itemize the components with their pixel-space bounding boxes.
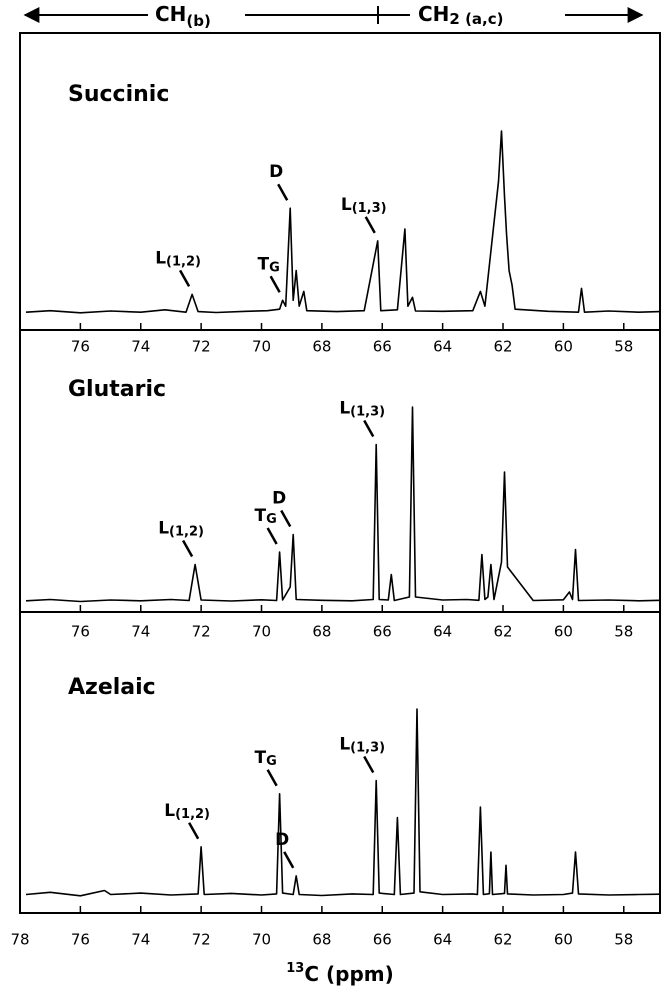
x-axis-label: 13C (ppm)	[286, 961, 394, 986]
x-tick-label: 68	[312, 338, 331, 356]
x-tick-label: 74	[131, 623, 150, 641]
annotation-label: L	[339, 735, 350, 755]
annotation-sub: (1,2)	[169, 524, 204, 539]
annotation: L(1,3)	[341, 195, 387, 216]
x-tick-label: 74	[131, 338, 150, 356]
x-tick-label: 66	[373, 338, 392, 356]
header-right-text: CH	[418, 2, 449, 26]
annotation-label: L	[341, 195, 352, 215]
spectrum	[25, 130, 661, 314]
x-tick-label: 70	[252, 623, 271, 641]
annotation-pointer	[266, 527, 278, 545]
x-tick-label: 70	[252, 338, 271, 356]
x-tick-label: 66	[373, 931, 392, 949]
x-tick-label: 64	[433, 931, 452, 949]
header-right: CH2 (a,c)	[418, 2, 504, 28]
annotation-sub: G	[266, 512, 277, 527]
x-tick-label: 76	[71, 931, 90, 949]
annotation: L(1,3)	[339, 399, 385, 420]
annotation-sub: G	[269, 260, 280, 275]
x-tick-label: 62	[493, 623, 512, 641]
annotation: TG	[258, 254, 280, 275]
x-tick-label: 68	[312, 623, 331, 641]
annotation-pointer	[277, 183, 289, 201]
x-tick-label: 72	[192, 623, 211, 641]
annotation: L(1,2)	[158, 519, 204, 540]
x-tick-label: 62	[493, 338, 512, 356]
x-tick-label: 58	[614, 931, 633, 949]
x-tick-label: 60	[554, 931, 573, 949]
frame	[19, 32, 661, 914]
annotation: L(1,3)	[339, 735, 385, 756]
x-tick-label: 74	[131, 931, 150, 949]
x-tick-label: 70	[252, 931, 271, 949]
annotation-pointer	[283, 851, 295, 869]
x-tick-label: 64	[433, 338, 452, 356]
annotation-label: T	[258, 254, 270, 274]
annotation-pointer	[280, 509, 292, 528]
annotation-pointer	[363, 419, 375, 438]
annotation-label: L	[155, 248, 166, 268]
x-tick-label: 76	[71, 338, 90, 356]
annotation: TG	[254, 506, 276, 527]
annotation: D	[269, 162, 283, 182]
annotation-sub: (1,2)	[166, 254, 201, 269]
annotation-label: L	[339, 399, 350, 419]
x-tick-label: 62	[493, 931, 512, 949]
header-left-sub: (b)	[186, 12, 210, 30]
annotation-sub: (1,3)	[350, 740, 385, 755]
annotation-pointer	[266, 769, 278, 787]
spectrum	[25, 406, 661, 603]
header-right-sub: 2 (a,c)	[449, 10, 503, 28]
panel-title: Succinic	[68, 82, 169, 107]
header-left: CH(b)	[155, 2, 211, 30]
x-tick-label: 72	[192, 931, 211, 949]
panel-title: Glutaric	[68, 377, 166, 402]
x-tick-label: 60	[554, 623, 573, 641]
x-axis-label-sup: 13	[286, 961, 304, 976]
annotation-pointer	[363, 755, 375, 774]
annotation-sub: (1,3)	[350, 404, 385, 419]
x-tick-label: 58	[614, 338, 633, 356]
x-tick-label: 60	[554, 338, 573, 356]
annotation-sub: (1,2)	[175, 806, 210, 821]
x-tick-label: 72	[192, 338, 211, 356]
annotation-pointer	[364, 216, 376, 234]
spectrum	[25, 708, 661, 897]
annotation-label: D	[269, 162, 283, 182]
annotation-sub: (1,3)	[352, 200, 387, 215]
panel-title: Azelaic	[68, 675, 156, 700]
annotation: L(1,2)	[155, 248, 201, 269]
annotation-label: D	[272, 489, 286, 509]
annotation: L(1,2)	[164, 801, 210, 822]
x-axis-label-text: C (ppm)	[304, 962, 393, 986]
annotation-label: L	[164, 801, 175, 821]
annotation: D	[272, 489, 286, 509]
header-left-text: CH	[155, 2, 186, 26]
x-tick-label: 64	[433, 623, 452, 641]
x-tick-label: 68	[312, 931, 331, 949]
annotation-pointer	[182, 539, 194, 558]
annotation-label: D	[275, 830, 289, 850]
annotation-pointer	[178, 269, 191, 287]
x-tick-label: 66	[373, 623, 392, 641]
x-tick-label: 58	[614, 623, 633, 641]
annotation-label: T	[254, 506, 266, 526]
annotation-label: L	[158, 519, 169, 539]
annotation: D	[275, 830, 289, 850]
annotation-pointer	[269, 275, 281, 293]
x-tick-label: 76	[71, 623, 90, 641]
annotation-label: T	[254, 748, 266, 768]
annotation-pointer	[188, 822, 200, 840]
annotation: TG	[254, 748, 276, 769]
x-tick-label: 78	[10, 931, 29, 949]
annotation-sub: G	[266, 753, 277, 768]
